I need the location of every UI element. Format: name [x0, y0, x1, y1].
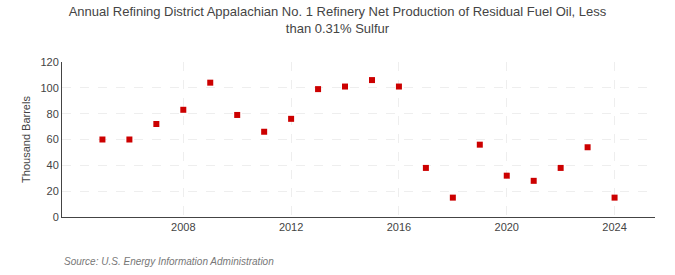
svg-text:Source: U.S. Energy Informatio: Source: U.S. Energy Information Administ…: [64, 256, 274, 267]
svg-text:0: 0: [53, 211, 59, 223]
svg-text:80: 80: [47, 108, 59, 120]
svg-text:2020: 2020: [495, 221, 519, 233]
svg-text:2024: 2024: [602, 221, 626, 233]
svg-text:Thousand Barrels: Thousand Barrels: [20, 96, 32, 183]
svg-text:Annual Refining District Appal: Annual Refining District Appalachian No.…: [69, 4, 607, 36]
svg-text:20: 20: [47, 185, 59, 197]
svg-text:60: 60: [47, 133, 59, 145]
svg-text:2016: 2016: [387, 221, 411, 233]
svg-text:2012: 2012: [279, 221, 303, 233]
svg-text:100: 100: [40, 82, 58, 94]
svg-text:2008: 2008: [171, 221, 195, 233]
svg-text:120: 120: [40, 56, 58, 68]
svg-text:40: 40: [47, 159, 59, 171]
